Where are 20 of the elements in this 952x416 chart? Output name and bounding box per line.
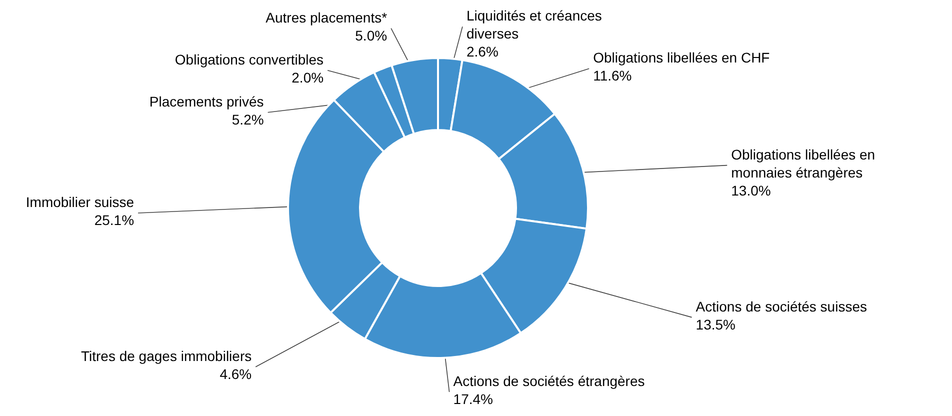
- data-label: 11.6%: [593, 68, 632, 84]
- data-label: 13.5%: [696, 316, 736, 332]
- data-label: 5.2%: [232, 111, 264, 128]
- slice-label: Obligations libellées en monnaies étrangères: [731, 146, 876, 180]
- slice-label: Autres placements*: [266, 9, 388, 26]
- data-label: 2.6%: [466, 44, 498, 60]
- slice-label: Obligations libellées en CHF: [593, 50, 770, 66]
- slice-label: Actions de sociétés étrangères: [453, 373, 645, 389]
- data-label: 4.6%: [220, 366, 252, 382]
- data-label: 13.0%: [731, 182, 771, 198]
- data-label: 2.0%: [292, 69, 324, 86]
- slice-label: Actions de sociétés suisses: [696, 298, 868, 314]
- data-label: 5.0%: [355, 27, 388, 44]
- slice-label: Obligations convertibles: [174, 51, 324, 68]
- data-label: 17.4%: [453, 391, 494, 407]
- slice-label: Placements privés: [149, 93, 264, 110]
- slice-label: Immobilier suisse: [26, 194, 134, 210]
- data-label: 25.1%: [94, 212, 134, 228]
- slice-label: Liquidités et créances diverses: [466, 8, 602, 42]
- slice-label: Titres de gages immobiliers: [80, 348, 252, 364]
